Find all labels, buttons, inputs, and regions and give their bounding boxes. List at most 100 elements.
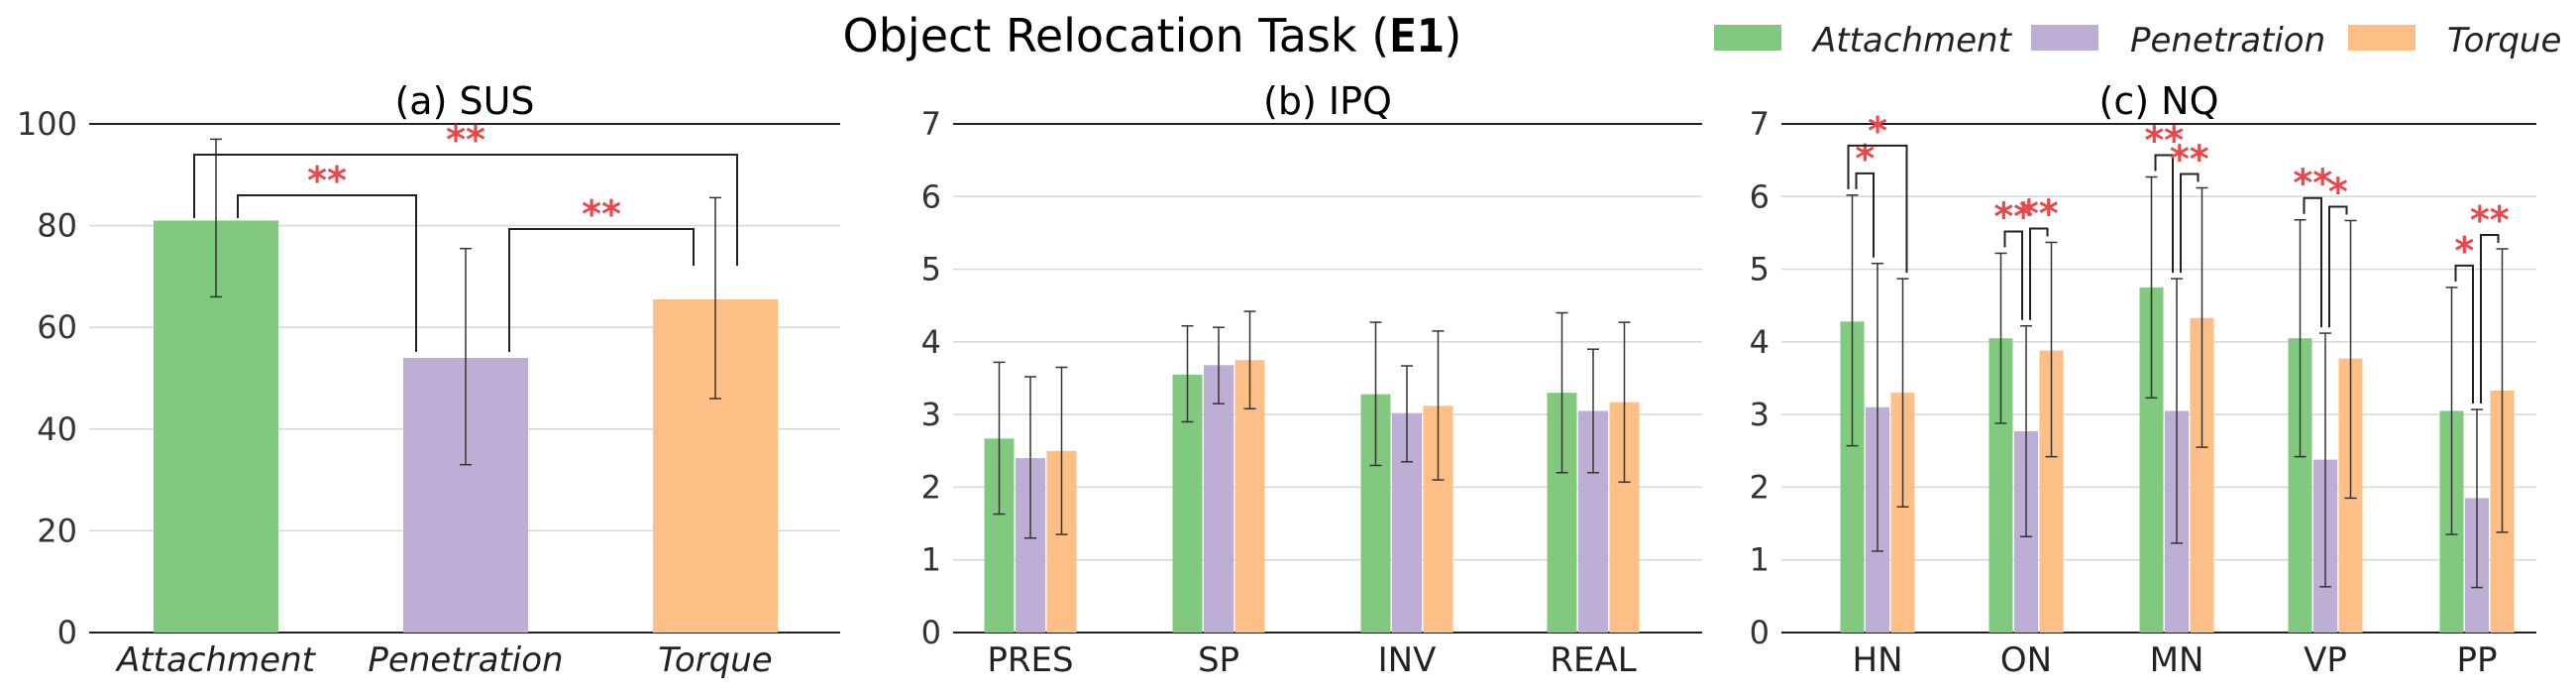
y-tick-label: 0 [1750, 614, 1770, 651]
x-tick-label: ON [2000, 640, 2052, 680]
error-bar-vp-attachment [2294, 218, 2307, 458]
panel-asus: 0 20 40 60 80 100 (a) SUS Attachment Penetration… [17, 79, 840, 680]
significance-bracket: * [1855, 137, 1875, 258]
significance-label: * [2328, 170, 2348, 213]
y-tick-label: 3 [1750, 396, 1770, 433]
significance-label: ** [2170, 137, 2209, 180]
error-bar-sp-attachment [1181, 324, 1194, 423]
bracket-line [1847, 144, 1908, 274]
error-bar-pres-attachment [993, 361, 1006, 516]
error-bar-hn-attachment [1846, 194, 1859, 447]
error-bar-pres-penetration [1024, 376, 1036, 539]
significance-label: ** [2470, 198, 2510, 242]
error-bar-sp-penetration [1213, 326, 1225, 405]
y-tick-label: 7 [921, 105, 941, 143]
x-tick-label: Penetration [368, 640, 563, 680]
error-bar-pres-torque [1055, 366, 1068, 535]
error-bar-pp-torque [2496, 248, 2509, 533]
x-tick-label: VP [2304, 640, 2347, 680]
error-bar-on-attachment [1994, 252, 2007, 424]
significance-bracket: ** [193, 118, 738, 266]
significance-bracket: ** [237, 159, 417, 352]
error-bar-vp-penetration [2319, 332, 2331, 588]
significance-label: ** [582, 192, 621, 236]
y-tick-label: 5 [921, 251, 941, 289]
y-tick-label: 100 [17, 105, 77, 143]
y-tick-label: 6 [921, 177, 941, 215]
x-tick-label: PRES [987, 640, 1073, 680]
significance-bracket: ** [1993, 194, 2033, 320]
significance-label: ** [2293, 162, 2332, 205]
y-tick-label: 6 [1750, 177, 1770, 215]
error-bar-sp-torque [1243, 310, 1256, 410]
significance-label: ** [2144, 118, 2184, 162]
error-bar-real-attachment [1556, 311, 1568, 474]
y-tick-label: 60 [37, 308, 77, 346]
error-bar-pp-attachment [2445, 287, 2458, 535]
bracket-line [2480, 234, 2500, 405]
y-tick-label: 5 [1750, 251, 1770, 289]
error-bar-on-torque [2045, 241, 2058, 458]
y-tick-label: 7 [1750, 105, 1770, 143]
significance-bracket: ** [508, 192, 695, 352]
significance-bracket: ** [2170, 137, 2209, 274]
significance-bracket: ** [2019, 191, 2059, 320]
figure-title-code: E1 [1389, 9, 1444, 62]
y-tick-label: 4 [1750, 323, 1770, 361]
legend: Attachment Penetration Torque [1714, 21, 2561, 60]
error-bar-mn-penetration [2171, 278, 2183, 544]
significance-label: * [2454, 229, 2474, 273]
legend-label-attachment: Attachment [1811, 21, 2013, 60]
x-tick-label: HN [1853, 640, 1903, 680]
panel-title: (a) SUS [394, 79, 534, 123]
x-tick-label: INV [1378, 640, 1437, 680]
y-tick-label: 4 [921, 323, 941, 361]
error-bar-hn-penetration [1872, 262, 1883, 552]
x-tick-label: Attachment [115, 640, 317, 680]
bracket-line [2180, 173, 2200, 274]
significance-bracket: ** [2470, 198, 2510, 405]
error-bar-real-torque [1618, 321, 1631, 484]
bracket-line [2328, 205, 2348, 328]
error-bar-penetration [460, 247, 472, 466]
panel-title: (c) NQ [2099, 79, 2219, 123]
error-bar-mn-attachment [2145, 175, 2158, 400]
error-bar-inv-torque [1432, 330, 1445, 481]
y-tick-label: 1 [1750, 541, 1770, 579]
x-tick-label: MN [2150, 640, 2204, 680]
significance-bracket: * [1847, 109, 1908, 274]
error-bar-hn-torque [1896, 278, 1909, 508]
bracket-line [2154, 154, 2174, 274]
error-bar-pp-penetration [2471, 408, 2483, 589]
error-bar-real-penetration [1587, 348, 1599, 474]
x-tick-label: SP [1198, 640, 1239, 680]
bracket-line [2303, 196, 2322, 328]
error-bar-attachment [210, 138, 222, 298]
significance-label: ** [1993, 194, 2033, 238]
significance-bracket: * [2328, 170, 2348, 328]
bracket-line [2029, 227, 2049, 320]
error-bar-inv-attachment [1369, 321, 1382, 467]
bracket-line [193, 154, 738, 266]
y-tick-label: 1 [921, 541, 941, 579]
significance-label: * [1855, 137, 1875, 180]
y-tick-label: 3 [921, 396, 941, 433]
legend-label-penetration: Penetration [2130, 21, 2325, 60]
y-tick-label: 0 [57, 614, 77, 651]
bracket-line [1855, 172, 1875, 258]
legend-swatch-attachment [1714, 25, 1781, 51]
y-tick-label: 2 [1750, 468, 1770, 506]
significance-bracket: ** [2144, 118, 2184, 274]
significance-label: * [1868, 109, 1887, 153]
bracket-line [508, 228, 695, 352]
error-bar-torque [709, 196, 721, 400]
y-tick-label: 0 [921, 614, 941, 651]
significance-label: ** [2019, 191, 2059, 235]
legend-swatch-torque [2348, 25, 2415, 51]
significance-label: ** [307, 159, 347, 202]
x-tick-label: PP [2456, 640, 2497, 680]
significance-label: ** [446, 118, 485, 162]
legend-swatch-penetration [2031, 25, 2098, 51]
y-tick-label: 40 [37, 410, 77, 448]
